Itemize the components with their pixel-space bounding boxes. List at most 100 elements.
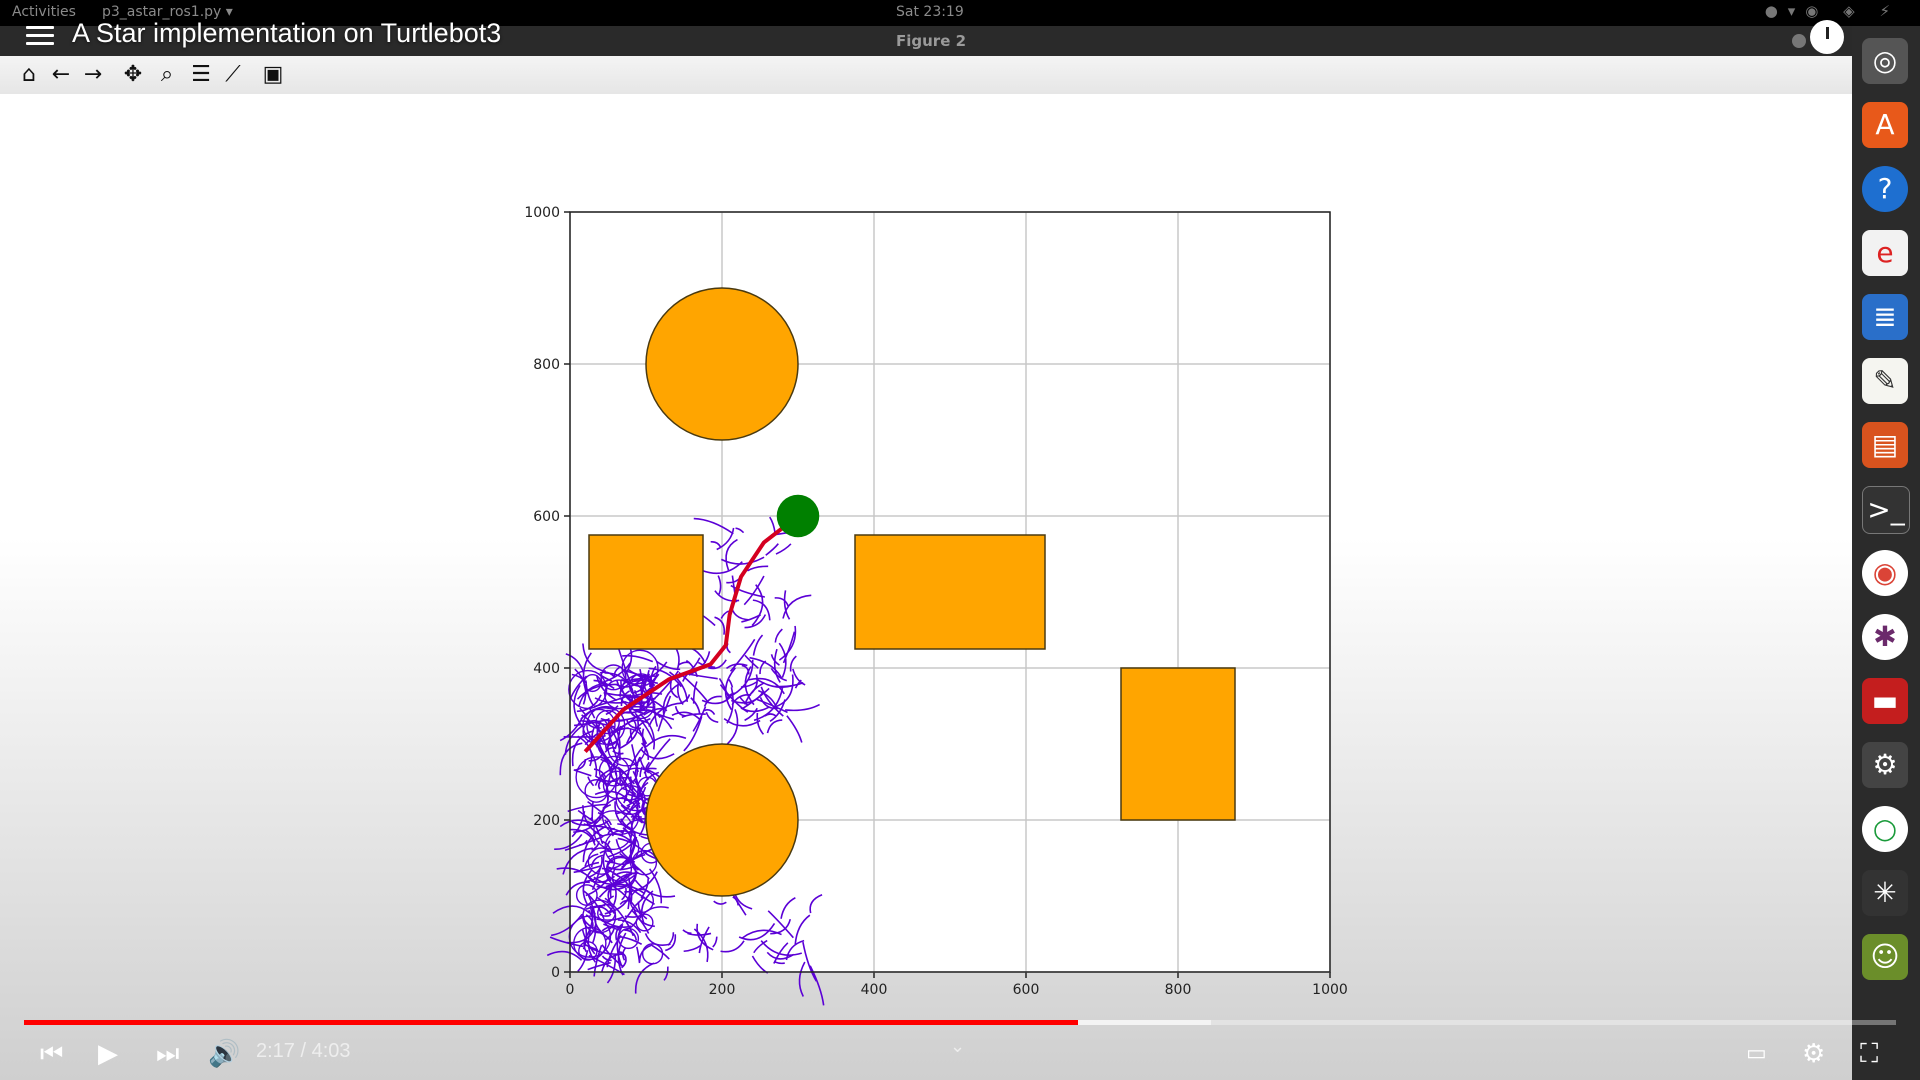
- app-menu[interactable]: p3_astar_ros1.py ▾: [102, 4, 233, 20]
- exploration-curve: [767, 910, 794, 939]
- mail-icon[interactable]: e: [1862, 230, 1908, 276]
- exit-fullscreen-icon[interactable]: ⛶: [1860, 1039, 1879, 1069]
- slack-icon[interactable]: ✱: [1862, 614, 1908, 660]
- exploration-loop: [582, 899, 617, 934]
- window-minimize-button[interactable]: [1792, 34, 1806, 48]
- clock-icon[interactable]: [1810, 20, 1844, 54]
- play-icon[interactable]: ▶: [98, 1039, 118, 1069]
- exploration-curve: [576, 683, 618, 700]
- exploration-loop: [584, 779, 609, 803]
- exploration-curve: [613, 873, 633, 904]
- text-editor-icon[interactable]: ✎: [1862, 358, 1908, 404]
- sync-icon[interactable]: ○: [1862, 806, 1908, 852]
- exploration-loop: [605, 855, 633, 882]
- exploration-curve: [550, 913, 583, 937]
- exploration-curve: [786, 715, 803, 743]
- exploration-curve: [643, 707, 664, 716]
- edit-axis-icon[interactable]: ⟋: [225, 62, 241, 87]
- x-tick-label: 600: [1013, 982, 1040, 998]
- astar-plot[interactable]: 0 200 400 600 800 1000 0 200 400 600 800 1000: [0, 94, 1852, 1080]
- exploration-curve: [645, 734, 687, 748]
- help-icon[interactable]: ?: [1862, 166, 1908, 212]
- configure-subplots-icon[interactable]: ☰: [191, 62, 211, 87]
- exploration-curve: [584, 829, 596, 843]
- exploration-curve: [744, 654, 759, 669]
- software-center-icon[interactable]: A: [1862, 102, 1908, 148]
- exploration-curve: [593, 945, 603, 977]
- terminal-icon[interactable]: >_: [1862, 486, 1910, 534]
- goal-marker: [776, 494, 820, 538]
- exploration-curve: [630, 815, 642, 818]
- optimal-path: [583, 514, 800, 753]
- exploration-curve: [607, 840, 635, 858]
- exploration-curve: [653, 705, 659, 727]
- obstacle-rect: [854, 534, 1046, 650]
- system-tray-icons[interactable]: ●▾◉ ◈ ⚡: [1764, 2, 1900, 20]
- writer-icon[interactable]: ≣: [1862, 294, 1908, 340]
- exploration-curve: [789, 655, 797, 672]
- exploration-curve: [759, 660, 767, 675]
- menu-icon[interactable]: [26, 26, 54, 48]
- gimp-icon[interactable]: ☺: [1862, 934, 1908, 980]
- exploration-tree: [546, 516, 825, 1006]
- obstacle-rect: [588, 534, 704, 650]
- exploration-curve: [782, 631, 796, 664]
- exploration-curve: [759, 697, 778, 710]
- chevron-down-icon[interactable]: ⌄: [950, 1036, 966, 1057]
- clock[interactable]: Sat 23:19: [896, 4, 964, 20]
- exploration-curve: [744, 707, 758, 722]
- exploration-curve: [752, 634, 764, 656]
- exploration-curve: [774, 628, 783, 643]
- exploration-curve: [685, 659, 699, 678]
- captions-icon[interactable]: ▭: [1746, 1041, 1767, 1066]
- video-title[interactable]: A Star implementation on Turtlebot3: [72, 18, 502, 48]
- exploration-curve: [546, 950, 583, 961]
- exploration-loop: [575, 884, 598, 906]
- system-top-bar: Activities p3_astar_ros1.py ▾ Sat 23:19 …: [0, 0, 1920, 26]
- media-icon[interactable]: ▬: [1862, 678, 1908, 724]
- previous-icon[interactable]: ⏮: [40, 1039, 64, 1069]
- exploration-curve: [798, 961, 806, 997]
- exploration-curve: [696, 923, 714, 951]
- zoom-icon[interactable]: ⌕: [160, 62, 174, 87]
- exploration-curve: [637, 781, 649, 809]
- exploration-loop: [610, 757, 639, 786]
- figure-canvas[interactable]: 0 200 400 600 800 1000 0 200 400 600 800 1000: [0, 94, 1852, 1080]
- settings-tools-icon[interactable]: ⚙: [1862, 742, 1908, 788]
- exploration-loop: [600, 664, 627, 691]
- y-tick-label: 0: [551, 965, 560, 981]
- exploration-curve: [622, 654, 654, 663]
- chrome-icon[interactable]: ◉: [1862, 550, 1908, 596]
- exploration-curve: [749, 656, 783, 679]
- exploration-curve: [703, 695, 722, 707]
- save-icon[interactable]: ▣: [262, 62, 284, 87]
- pan-icon[interactable]: ✥: [123, 62, 143, 87]
- exploration-loop: [595, 709, 620, 735]
- exploration-curve: [565, 881, 590, 896]
- gear-icon[interactable]: ⚙: [1802, 1039, 1826, 1069]
- exploration-loop: [641, 943, 664, 965]
- forward-arrow-icon[interactable]: →: [83, 62, 103, 87]
- network-web-icon[interactable]: ✳: [1862, 870, 1908, 916]
- home-icon[interactable]: ⌂: [22, 62, 36, 87]
- exploration-curve: [774, 597, 789, 607]
- exploration-curve: [794, 679, 802, 689]
- activities-button[interactable]: Activities: [12, 4, 76, 20]
- impress-icon[interactable]: ▤: [1862, 422, 1908, 468]
- exploration-curve: [725, 538, 738, 571]
- exploration-curve: [692, 706, 707, 732]
- exploration-curve: [687, 932, 712, 936]
- exploration-curve: [588, 753, 603, 762]
- exploration-curve: [764, 713, 777, 717]
- exploration-curve: [785, 703, 820, 712]
- trash-icon[interactable]: ◎: [1862, 38, 1908, 84]
- exploration-curve: [594, 767, 616, 786]
- back-arrow-icon[interactable]: ←: [51, 62, 71, 87]
- y-tick-label: 400: [533, 661, 560, 677]
- next-icon[interactable]: ⏭: [156, 1039, 180, 1069]
- exploration-curve: [678, 661, 690, 666]
- exploration-curve: [655, 660, 681, 671]
- exploration-curve: [634, 896, 645, 907]
- volume-icon[interactable]: 🔊: [208, 1039, 241, 1069]
- exploration-curve: [593, 768, 607, 778]
